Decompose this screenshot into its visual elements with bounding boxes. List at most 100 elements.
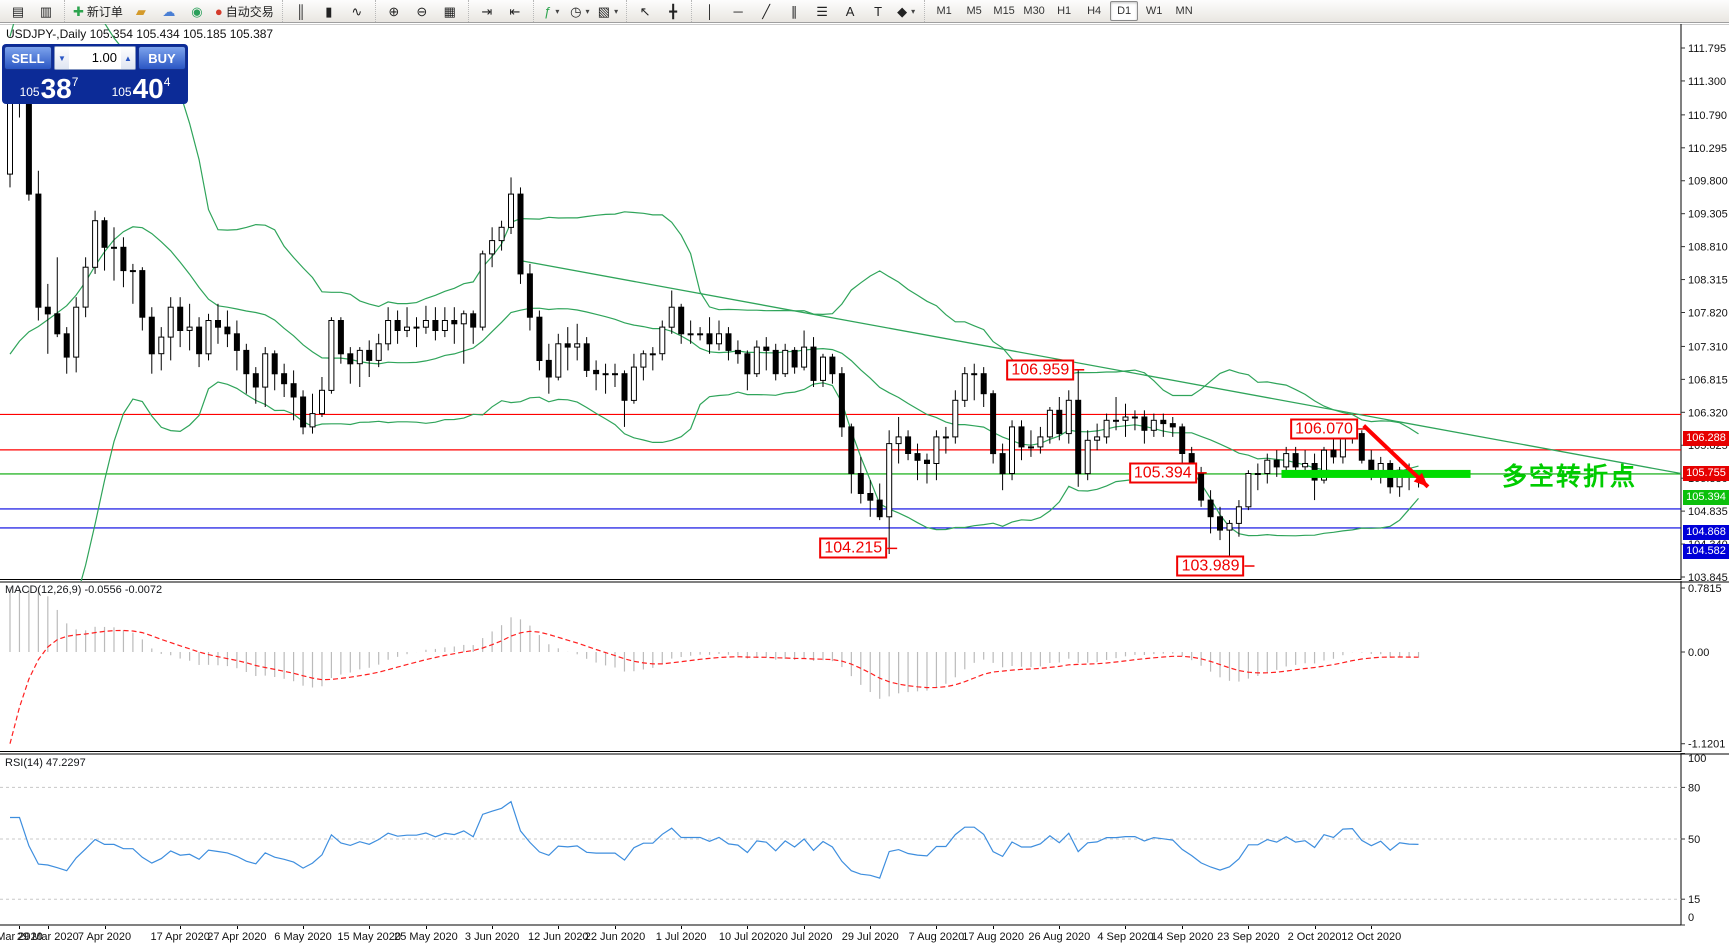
trendline-icon[interactable]: ╱: [752, 0, 780, 22]
fibonacci-icon[interactable]: ☰: [808, 0, 836, 22]
cursor-icon[interactable]: ↖: [631, 0, 659, 22]
volume-value[interactable]: 1.00: [91, 50, 117, 65]
deposit-icon: ▰: [135, 3, 146, 19]
price-callout-103989[interactable]: 103.989: [1176, 555, 1245, 577]
sell-button[interactable]: SELL: [4, 46, 52, 70]
date-tick: [558, 926, 560, 929]
chart-ohlc-title: USDJPY-,Daily 105.354 105.434 105.185 10…: [6, 27, 274, 41]
chart-shift-icon: ⇤: [509, 3, 521, 19]
candle: [678, 303, 685, 344]
price-tick-label: 109.305: [1688, 209, 1728, 221]
chart-shift-icon[interactable]: ⇤: [501, 0, 529, 22]
candle: [413, 317, 420, 348]
candle: [300, 390, 307, 435]
candle: [1028, 430, 1034, 457]
candle: [1160, 413, 1167, 437]
candle: [224, 310, 231, 348]
candle: [914, 443, 921, 481]
price-tick-label: 108.315: [1688, 275, 1728, 287]
timeframe-h1[interactable]: H1: [1057, 5, 1072, 17]
tile-windows-icon[interactable]: ▦: [436, 0, 464, 22]
zoom-out-icon[interactable]: ⊖: [408, 0, 436, 22]
new-order-button[interactable]: ✚ 新订单: [69, 0, 127, 22]
periods-icon[interactable]: ◷ ▾: [566, 0, 594, 22]
date-label: Mar 2020: [0, 931, 43, 943]
chart-window-icon[interactable]: ▤: [4, 0, 32, 22]
auto-trading-button-label: 自动交易: [225, 4, 274, 19]
candle: [394, 310, 401, 344]
macd-panel-canvas[interactable]: 0.7815 0.00 -1.1201: [0, 581, 1729, 753]
date-axis: Mar 2020 29 Mar 2020 7 Apr 2020 17 Apr 2020…: [0, 926, 1729, 947]
candle: [35, 170, 42, 321]
date-tick: [1314, 926, 1316, 929]
auto-trading-button[interactable]: ● 自动交易: [211, 0, 278, 22]
timeframe-m15[interactable]: M15: [993, 5, 1015, 17]
candle: [961, 367, 968, 407]
one-click-trade-panel: SELL ▼ 1.00 ▲ BUY 105 38 7 105 40 4: [2, 44, 188, 104]
date-tick: [180, 926, 182, 929]
buy-button[interactable]: BUY: [138, 46, 186, 70]
candle: [612, 363, 618, 387]
vertical-line-icon: │: [706, 3, 715, 19]
zoom-in-icon[interactable]: ⊕: [380, 0, 408, 22]
candle: [1273, 450, 1280, 477]
buy-price[interactable]: 105 40 4: [111, 73, 171, 104]
community-icon: ☁: [162, 3, 176, 19]
timeframe-m1[interactable]: M1: [936, 5, 952, 17]
timeframe-w1[interactable]: W1: [1145, 5, 1163, 17]
bar-chart-mode-icon[interactable]: ║: [287, 0, 315, 22]
timeframe-m30[interactable]: M30: [1023, 5, 1045, 17]
date-tick: [1059, 926, 1061, 929]
templates-icon[interactable]: ▧ ▾: [594, 0, 622, 22]
auto-scroll-icon[interactable]: ⇥: [473, 0, 501, 22]
line-chart-mode-icon[interactable]: ∿: [343, 0, 371, 22]
date-tick: [369, 926, 371, 929]
support-highlight-bar[interactable]: [1281, 469, 1471, 478]
sell-price[interactable]: 105 38 7: [19, 73, 79, 104]
down-arrow[interactable]: [1362, 424, 1430, 489]
timeframe-m5[interactable]: M5: [966, 5, 982, 17]
price-callout-106070[interactable]: 106.070: [1290, 418, 1358, 440]
chevron-down-icon: ▾: [585, 6, 590, 16]
date-label: 6 May 2020: [274, 931, 332, 943]
candle: [101, 217, 108, 271]
crosshair-icon[interactable]: ╋: [659, 0, 687, 22]
date-label: 17 Apr 2020: [150, 931, 210, 943]
horizontal-line-icon[interactable]: ─: [724, 0, 752, 22]
rsi-panel-canvas[interactable]: 100 80 50 15 0: [0, 753, 1729, 926]
label-icon[interactable]: T: [864, 0, 892, 22]
candle: [536, 310, 543, 371]
candle: [905, 430, 912, 461]
price-callout-106959[interactable]: 106.959: [1006, 359, 1075, 381]
signals-icon[interactable]: ◉: [183, 0, 211, 22]
main-chart-canvas[interactable]: 111.795 111.300 110.790 110.295 109.800 109.3…: [0, 24, 1729, 581]
auto-trading-button: ●: [214, 3, 223, 19]
community-icon[interactable]: ☁: [155, 0, 183, 22]
deposit-icon[interactable]: ▰: [127, 0, 155, 22]
timeframe-mn[interactable]: MN: [1175, 5, 1193, 17]
timeframe-d1[interactable]: D1: [1110, 1, 1139, 21]
price-callout-104215[interactable]: 104.215: [819, 537, 888, 559]
candle: [196, 317, 203, 368]
candle: [432, 307, 439, 341]
vertical-line-icon[interactable]: │: [696, 0, 724, 22]
timeframe-h4[interactable]: H4: [1087, 5, 1102, 17]
text-icon[interactable]: A: [836, 0, 864, 22]
volume-decrease-icon[interactable]: ▼: [55, 47, 69, 69]
candle: [356, 347, 363, 387]
arrows-icon[interactable]: ◆ ▾: [892, 0, 920, 22]
volume-increase-icon[interactable]: ▲: [121, 47, 135, 69]
date-tick: [425, 926, 427, 929]
bull-bear-turning-point-note[interactable]: 多空转折点: [1502, 462, 1638, 491]
candle: [1217, 506, 1223, 541]
date-tick: [993, 926, 995, 929]
indicators-icon[interactable]: ƒ ▾: [538, 0, 566, 22]
price-callout-105394[interactable]: 105.394: [1128, 462, 1197, 484]
descending-trendline[interactable]: [520, 259, 1682, 475]
candlestick-mode-icon[interactable]: ▮: [315, 0, 343, 22]
channel-icon[interactable]: ∥: [780, 0, 808, 22]
candle: [772, 343, 779, 381]
profiles-icon[interactable]: ▥: [32, 0, 60, 22]
auto-scroll-icon: ⇥: [481, 3, 493, 19]
candle: [659, 320, 666, 361]
